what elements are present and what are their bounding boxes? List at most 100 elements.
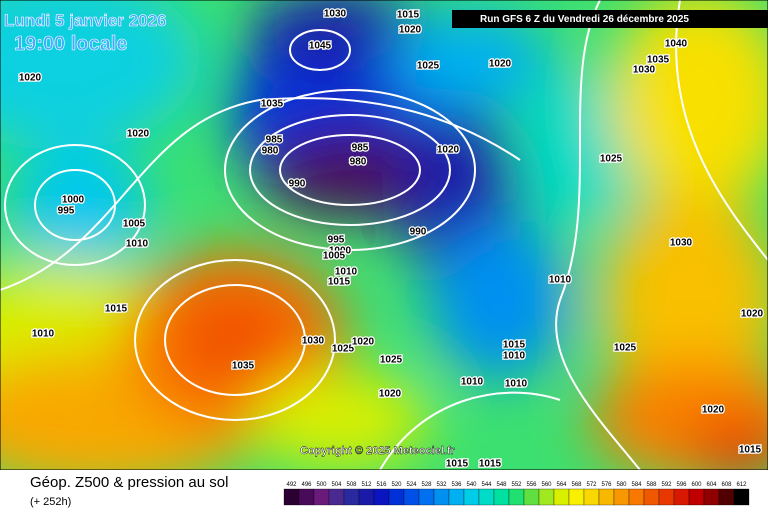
scale-label: 504 [331, 482, 342, 488]
isobar-label: 1025 [380, 355, 403, 366]
isobar-label: 1020 [352, 337, 375, 348]
isobar-label: 1030 [670, 238, 693, 249]
scale-label: 560 [541, 482, 552, 488]
scale-swatch [628, 488, 645, 506]
isobar-label: 1025 [417, 61, 440, 72]
scale-swatch [403, 488, 420, 506]
scale-label: 540 [466, 482, 477, 488]
isobar-label: 1015 [105, 304, 128, 315]
map-field [0, 0, 768, 470]
scale-label: 500 [316, 482, 327, 488]
scale-swatch [523, 488, 540, 506]
isobar-label: 1000 [62, 195, 85, 206]
scale-label: 608 [721, 482, 732, 488]
scale-label: 592 [661, 482, 672, 488]
isobar-label: 1010 [461, 377, 484, 388]
isobar-label: 1015 [328, 277, 351, 288]
scale-label: 580 [616, 482, 627, 488]
scale-swatch [583, 488, 600, 506]
scale-label: 556 [526, 482, 537, 488]
scale-swatch [703, 488, 720, 506]
isobar-label: 1020 [489, 59, 512, 70]
color-scale: 492 496 500 504 508 512 516 520 524 528 532 536 540 5… [283, 482, 750, 506]
scale-swatch [463, 488, 480, 506]
scale-swatch [508, 488, 525, 506]
scale-swatch [313, 488, 330, 506]
isobar-label: 1020 [437, 145, 460, 156]
scale-label: 492 [286, 482, 297, 488]
scale-label: 596 [676, 482, 687, 488]
copyright: Copyright © 2025 Meteociel.fr [300, 445, 456, 457]
isobar-label: 1030 [324, 9, 347, 20]
isobar-label: 1020 [127, 129, 150, 140]
valid-date: Lundi 5 janvier 2026 [4, 11, 167, 30]
scale-label: 568 [571, 482, 582, 488]
scale-label: 552 [511, 482, 522, 488]
scale-label: 508 [346, 482, 357, 488]
scale-label: 604 [706, 482, 717, 488]
scale-label: 524 [406, 482, 417, 488]
isobar-label: 1025 [600, 154, 623, 165]
isobar-label: 1020 [399, 25, 422, 36]
isobar-label: 985 [352, 143, 369, 154]
isobar-label: 1015 [503, 340, 526, 351]
scale-swatch [388, 488, 405, 506]
isobar-label: 980 [350, 157, 367, 168]
isobar-label: 995 [58, 206, 75, 217]
scale-swatch [373, 488, 390, 506]
scale-swatch [418, 488, 435, 506]
scale-swatch [673, 488, 690, 506]
scale-label: 584 [631, 482, 642, 488]
footer-title: Géop. Z500 & pression au sol [30, 474, 228, 491]
isobar-label: 1020 [741, 309, 764, 320]
scale-swatch [493, 488, 510, 506]
scale-label: 600 [691, 482, 702, 488]
isobar-label: 1010 [549, 275, 572, 286]
scale-label: 612 [736, 482, 747, 488]
isobar-label: 1030 [302, 336, 325, 347]
isobar-label: 1035 [647, 55, 670, 66]
isobar-label: 1040 [665, 39, 688, 50]
isobar-label: 1020 [702, 405, 725, 416]
isobar-label: 1010 [32, 329, 55, 340]
isobar-label: 1015 [397, 10, 420, 21]
footer-lead: (+ 252h) [30, 496, 71, 508]
isobar-label: 1010 [503, 351, 526, 362]
scale-swatch [658, 488, 675, 506]
run-info: Run GFS 6 Z du Vendredi 26 décembre 2025 [480, 14, 689, 25]
isobar-label: 1035 [232, 361, 255, 372]
scale-label: 588 [646, 482, 657, 488]
scale-label: 516 [376, 482, 387, 488]
scale-swatch [718, 488, 735, 506]
run-banner [452, 10, 768, 28]
isobar-label: 985 [266, 135, 283, 146]
scale-label: 496 [301, 482, 312, 488]
isobar-label: 1030 [633, 65, 656, 76]
isobar-label: 1035 [261, 99, 284, 110]
isobar-label: 1010 [505, 379, 528, 390]
scale-label: 576 [601, 482, 612, 488]
scale-swatch [433, 488, 450, 506]
isobar-label: 1015 [479, 459, 502, 470]
isobar-label: 995 [328, 235, 345, 246]
scale-swatch [613, 488, 630, 506]
scale-swatch [448, 488, 465, 506]
scale-label: 548 [496, 482, 507, 488]
scale-swatch [283, 488, 300, 506]
scale-swatch [358, 488, 375, 506]
isobar-label: 1025 [614, 343, 637, 354]
scale-label: 544 [481, 482, 492, 488]
isobar-label: 1000 [329, 246, 352, 257]
scale-swatch [298, 488, 315, 506]
isobar-label: 1010 [335, 267, 358, 278]
isobar-label: 1005 [323, 251, 346, 262]
scale-swatch [733, 488, 750, 506]
isobar-label: 990 [289, 179, 306, 190]
scale-swatch [478, 488, 495, 506]
scale-swatch [538, 488, 555, 506]
scale-label: 512 [361, 482, 372, 488]
scale-label: 536 [451, 482, 462, 488]
scale-label: 528 [421, 482, 432, 488]
